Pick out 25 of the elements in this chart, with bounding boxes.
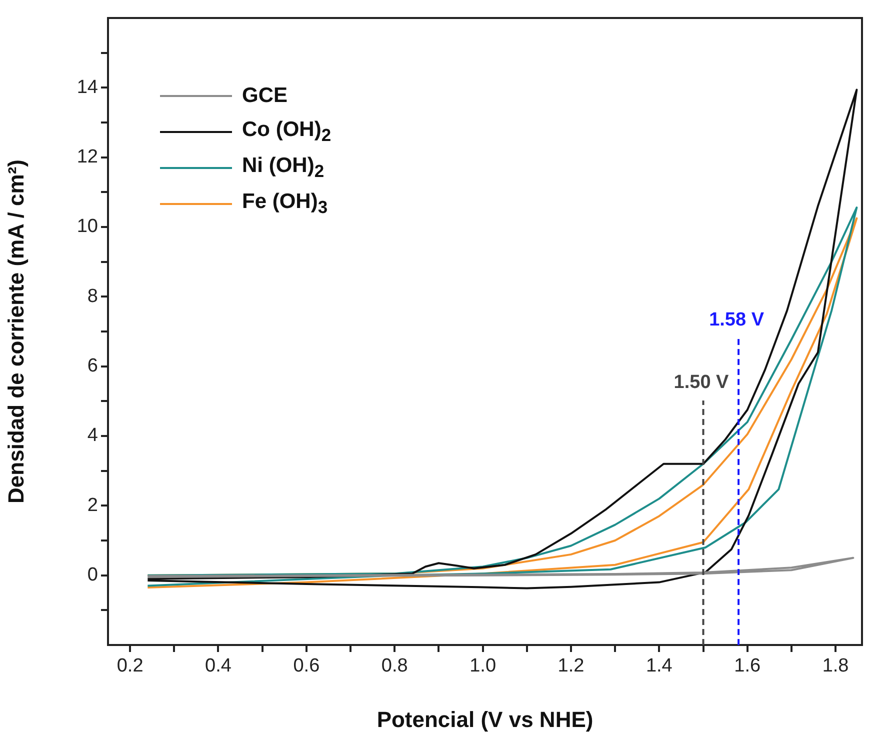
x-tick-label: 0.2 (116, 656, 144, 677)
legend-label: GCE (242, 84, 288, 108)
x-tick-label: 1.6 (734, 656, 761, 677)
y-tick-label: 8 (87, 286, 98, 307)
x-tick-label: 0.4 (205, 656, 232, 677)
y-axis-title: Densidad de corriente (mA / cm²) (3, 160, 28, 504)
y-tick-label: 4 (87, 425, 98, 446)
x-tick-label: 1.4 (646, 656, 673, 677)
ref-line-label: 1.50 V (674, 372, 730, 394)
legend-label: Fe (OH)$_{3}$ (242, 190, 328, 218)
y-tick-label: 0 (87, 564, 98, 586)
legend-label: Ni (OH)$_{2}$ (242, 154, 324, 182)
x-tick-label: 1.2 (558, 656, 584, 677)
y-tick-label: 14 (76, 76, 98, 98)
legend-label: Co (OH)$_{2}$ (242, 118, 332, 146)
y-tick-label: 10 (76, 216, 98, 238)
x-tick-label: 0.8 (381, 656, 408, 677)
x-tick-label: 0.6 (293, 656, 320, 677)
y-tick-label: 2 (87, 494, 98, 516)
x-axis-title: Potencial (V vs NHE) (376, 706, 594, 732)
y-tick-label: 12 (76, 146, 98, 168)
x-tick-label: 1.8 (822, 656, 849, 677)
x-tick-label: 1.0 (470, 656, 496, 677)
y-tick-label: 6 (87, 356, 98, 377)
ref-line-label: 1.58 V (709, 310, 764, 331)
